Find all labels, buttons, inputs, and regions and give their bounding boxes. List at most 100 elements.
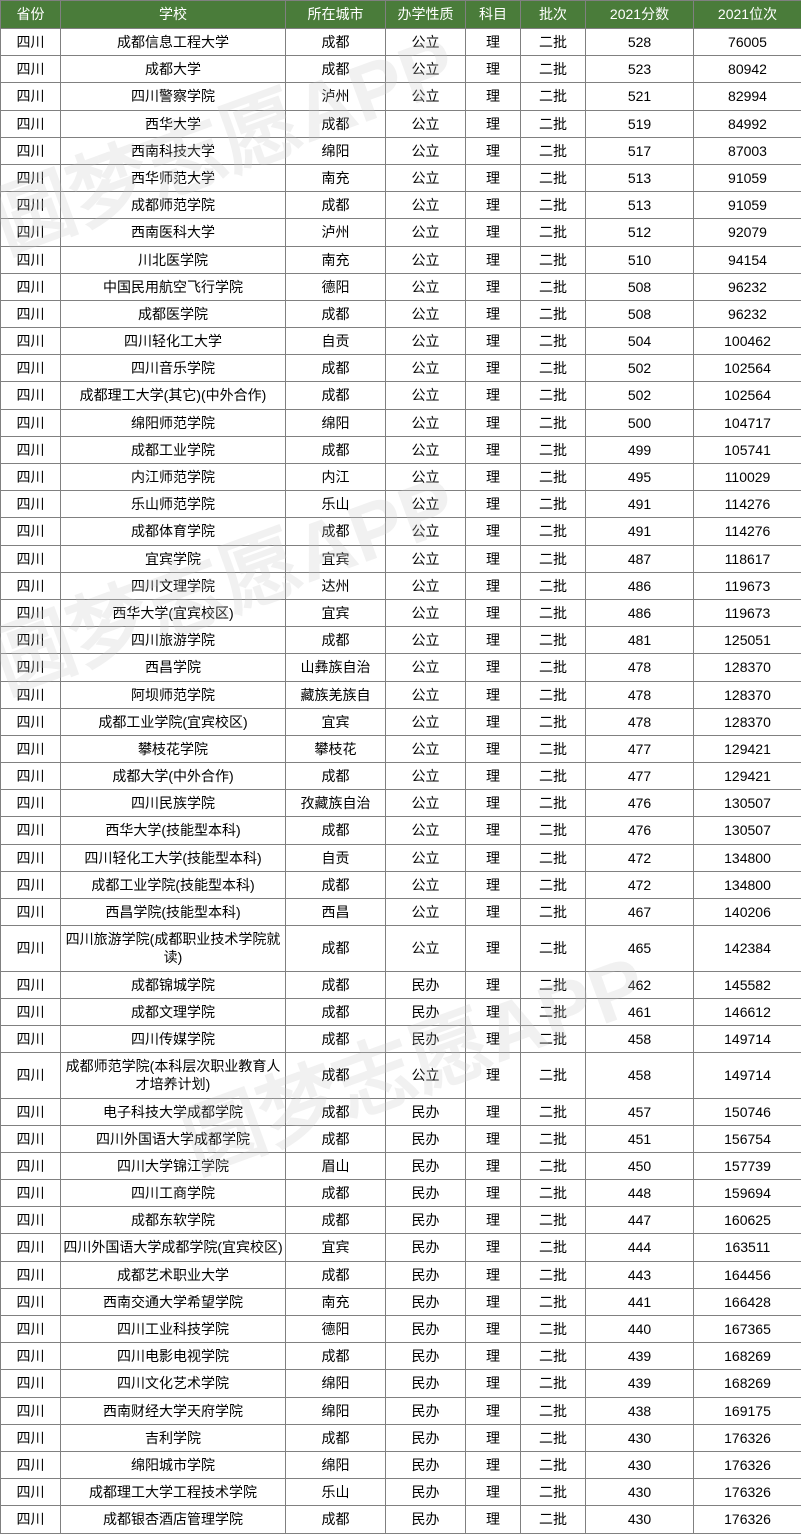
cell-batch: 二批	[521, 871, 586, 898]
cell-city: 绵阳	[286, 137, 386, 164]
cell-school: 四川轻化工大学	[61, 328, 286, 355]
cell-score: 478	[586, 708, 694, 735]
cell-score: 476	[586, 790, 694, 817]
cell-subject: 理	[466, 1098, 521, 1125]
cell-rank: 164456	[694, 1261, 801, 1288]
cell-type: 公立	[386, 708, 466, 735]
cell-score: 467	[586, 899, 694, 926]
cell-school: 四川工业科技学院	[61, 1316, 286, 1343]
cell-batch: 二批	[521, 328, 586, 355]
cell-batch: 二批	[521, 681, 586, 708]
cell-type: 民办	[386, 1234, 466, 1261]
cell-city: 成都	[286, 300, 386, 327]
cell-score: 472	[586, 844, 694, 871]
cell-type: 公立	[386, 464, 466, 491]
cell-type: 公立	[386, 137, 466, 164]
cell-city: 成都	[286, 998, 386, 1025]
table-row: 四川四川文理学院达州公立理二批486119673	[1, 572, 801, 599]
cell-rank: 87003	[694, 137, 801, 164]
cell-type: 民办	[386, 1025, 466, 1052]
cell-rank: 163511	[694, 1234, 801, 1261]
cell-city: 成都	[286, 926, 386, 971]
cell-subject: 理	[466, 355, 521, 382]
cell-subject: 理	[466, 328, 521, 355]
cell-score: 481	[586, 627, 694, 654]
cell-province: 四川	[1, 1397, 61, 1424]
cell-type: 公立	[386, 409, 466, 436]
cell-school: 成都医学院	[61, 300, 286, 327]
cell-subject: 理	[466, 790, 521, 817]
cell-type: 公立	[386, 735, 466, 762]
cell-school: 西华大学	[61, 110, 286, 137]
cell-score: 491	[586, 491, 694, 518]
cell-type: 公立	[386, 436, 466, 463]
cell-batch: 二批	[521, 1053, 586, 1098]
cell-subject: 理	[466, 56, 521, 83]
cell-subject: 理	[466, 1261, 521, 1288]
cell-city: 宜宾	[286, 545, 386, 572]
cell-subject: 理	[466, 29, 521, 56]
cell-rank: 159694	[694, 1180, 801, 1207]
cell-subject: 理	[466, 110, 521, 137]
cell-score: 457	[586, 1098, 694, 1125]
cell-rank: 118617	[694, 545, 801, 572]
table-row: 四川成都体育学院成都公立理二批491114276	[1, 518, 801, 545]
cell-rank: 160625	[694, 1207, 801, 1234]
cell-province: 四川	[1, 436, 61, 463]
cell-batch: 二批	[521, 790, 586, 817]
cell-school: 西华师范大学	[61, 164, 286, 191]
cell-school: 成都大学	[61, 56, 286, 83]
cell-type: 公立	[386, 83, 466, 110]
cell-school: 川北医学院	[61, 246, 286, 273]
cell-batch: 二批	[521, 464, 586, 491]
cell-subject: 理	[466, 273, 521, 300]
cell-subject: 理	[466, 83, 521, 110]
cell-subject: 理	[466, 1397, 521, 1424]
cell-score: 440	[586, 1316, 694, 1343]
table-row: 四川吉利学院成都民办理二批430176326	[1, 1424, 801, 1451]
cell-city: 泸州	[286, 83, 386, 110]
cell-school: 成都大学(中外合作)	[61, 763, 286, 790]
cell-batch: 二批	[521, 518, 586, 545]
table-row: 四川四川民族学院孜藏族自治公立理二批476130507	[1, 790, 801, 817]
cell-subject: 理	[466, 817, 521, 844]
cell-school: 绵阳师范学院	[61, 409, 286, 436]
cell-batch: 二批	[521, 599, 586, 626]
cell-school: 电子科技大学成都学院	[61, 1098, 286, 1125]
cell-subject: 理	[466, 708, 521, 735]
cell-subject: 理	[466, 572, 521, 599]
cell-city: 南充	[286, 1288, 386, 1315]
cell-subject: 理	[466, 137, 521, 164]
cell-type: 公立	[386, 844, 466, 871]
cell-city: 南充	[286, 246, 386, 273]
cell-school: 西华大学(技能型本科)	[61, 817, 286, 844]
cell-batch: 二批	[521, 926, 586, 971]
cell-province: 四川	[1, 654, 61, 681]
cell-province: 四川	[1, 192, 61, 219]
table-row: 四川成都大学(中外合作)成都公立理二批477129421	[1, 763, 801, 790]
cell-subject: 理	[466, 1288, 521, 1315]
cell-school: 内江师范学院	[61, 464, 286, 491]
table-row: 四川阿坝师范学院藏族羌族自公立理二批478128370	[1, 681, 801, 708]
cell-province: 四川	[1, 1343, 61, 1370]
table-header-row: 省份 学校 所在城市 办学性质 科目 批次 2021分数 2021位次	[1, 1, 801, 29]
cell-score: 510	[586, 246, 694, 273]
cell-rank: 84992	[694, 110, 801, 137]
cell-school: 四川工商学院	[61, 1180, 286, 1207]
cell-rank: 114276	[694, 518, 801, 545]
cell-type: 民办	[386, 1451, 466, 1478]
cell-score: 476	[586, 817, 694, 844]
cell-rank: 119673	[694, 599, 801, 626]
cell-school: 成都艺术职业大学	[61, 1261, 286, 1288]
cell-rank: 102564	[694, 355, 801, 382]
table-row: 四川成都锦城学院成都民办理二批462145582	[1, 971, 801, 998]
cell-province: 四川	[1, 1370, 61, 1397]
cell-rank: 105741	[694, 436, 801, 463]
cell-city: 成都	[286, 1098, 386, 1125]
cell-type: 公立	[386, 763, 466, 790]
cell-city: 成都	[286, 1343, 386, 1370]
table-row: 四川成都医学院成都公立理二批50896232	[1, 300, 801, 327]
cell-subject: 理	[466, 998, 521, 1025]
cell-rank: 167365	[694, 1316, 801, 1343]
cell-province: 四川	[1, 518, 61, 545]
